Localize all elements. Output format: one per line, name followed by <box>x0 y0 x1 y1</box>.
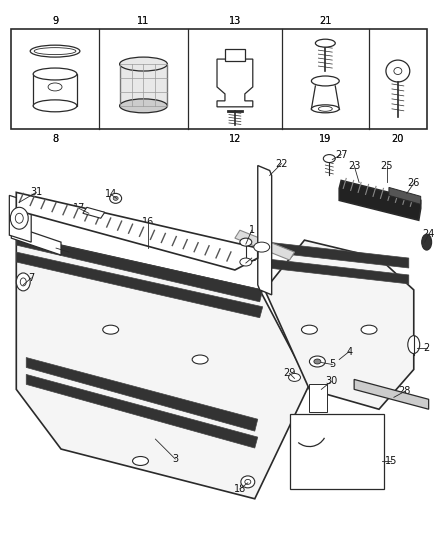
Text: 19: 19 <box>319 134 332 144</box>
Text: 18: 18 <box>234 484 246 494</box>
Text: 20: 20 <box>392 134 404 144</box>
Ellipse shape <box>245 479 251 484</box>
Ellipse shape <box>34 47 76 54</box>
Ellipse shape <box>33 100 77 112</box>
Ellipse shape <box>120 99 167 113</box>
Ellipse shape <box>422 234 431 250</box>
Ellipse shape <box>103 325 119 334</box>
Text: 31: 31 <box>30 188 42 197</box>
Text: 6: 6 <box>66 247 72 257</box>
Polygon shape <box>339 181 421 220</box>
Polygon shape <box>235 230 294 260</box>
Text: 4: 4 <box>346 346 352 357</box>
Text: 9: 9 <box>52 17 58 26</box>
Bar <box>11 29 427 129</box>
Text: 11: 11 <box>138 17 150 26</box>
Ellipse shape <box>254 242 270 252</box>
Ellipse shape <box>120 57 167 71</box>
Polygon shape <box>83 207 105 218</box>
Ellipse shape <box>361 325 377 334</box>
Text: 16: 16 <box>142 217 155 227</box>
Polygon shape <box>290 414 384 489</box>
Ellipse shape <box>386 60 410 82</box>
Polygon shape <box>11 225 61 255</box>
Text: 21: 21 <box>319 17 332 26</box>
Text: 1: 1 <box>249 225 255 235</box>
Ellipse shape <box>240 258 252 266</box>
Text: 3: 3 <box>172 454 178 464</box>
Ellipse shape <box>48 83 62 91</box>
Text: 11: 11 <box>138 17 150 26</box>
Ellipse shape <box>133 456 148 465</box>
Text: 17: 17 <box>73 203 85 213</box>
Text: 29: 29 <box>283 368 296 378</box>
Text: 5: 5 <box>329 359 336 369</box>
Bar <box>309 384 327 412</box>
Polygon shape <box>16 252 263 318</box>
Ellipse shape <box>11 207 28 229</box>
Ellipse shape <box>301 325 318 334</box>
Polygon shape <box>389 188 421 204</box>
Text: 9: 9 <box>52 17 58 26</box>
Ellipse shape <box>318 107 332 111</box>
Text: 24: 24 <box>423 229 435 239</box>
Text: 26: 26 <box>408 179 420 189</box>
Polygon shape <box>26 358 258 431</box>
Text: 22: 22 <box>276 158 288 168</box>
Ellipse shape <box>30 45 80 57</box>
Text: 8: 8 <box>52 134 58 144</box>
Polygon shape <box>268 242 409 268</box>
Polygon shape <box>16 192 258 270</box>
Ellipse shape <box>311 76 339 86</box>
Ellipse shape <box>16 273 30 291</box>
Ellipse shape <box>20 278 26 286</box>
Ellipse shape <box>315 39 335 47</box>
Polygon shape <box>16 235 263 302</box>
Polygon shape <box>265 240 414 409</box>
Text: 2: 2 <box>424 343 430 352</box>
Text: 14: 14 <box>105 189 117 199</box>
Polygon shape <box>354 379 429 409</box>
Ellipse shape <box>314 359 321 364</box>
Text: 7: 7 <box>28 273 34 283</box>
Polygon shape <box>16 235 309 499</box>
Polygon shape <box>9 196 31 242</box>
Polygon shape <box>268 259 409 284</box>
Text: 25: 25 <box>381 160 393 171</box>
Bar <box>120 64 167 106</box>
Ellipse shape <box>240 238 252 246</box>
Text: 15: 15 <box>385 456 397 466</box>
Ellipse shape <box>394 68 402 75</box>
Ellipse shape <box>192 355 208 364</box>
Text: 8: 8 <box>52 134 58 144</box>
Ellipse shape <box>241 476 255 488</box>
Ellipse shape <box>309 356 325 367</box>
Ellipse shape <box>289 374 300 382</box>
Ellipse shape <box>323 155 335 163</box>
Text: 12: 12 <box>229 134 241 144</box>
Text: 10: 10 <box>246 253 258 263</box>
Text: 20: 20 <box>392 134 404 144</box>
Text: 19: 19 <box>319 134 332 144</box>
Ellipse shape <box>113 196 118 200</box>
Text: 12: 12 <box>229 134 241 144</box>
Text: 21: 21 <box>319 17 332 26</box>
Text: 28: 28 <box>399 386 411 397</box>
Text: 27: 27 <box>335 150 347 159</box>
Ellipse shape <box>311 105 339 113</box>
Ellipse shape <box>33 68 77 80</box>
Text: 23: 23 <box>348 160 360 171</box>
Polygon shape <box>217 59 253 107</box>
Ellipse shape <box>15 213 23 223</box>
Polygon shape <box>258 166 272 295</box>
Text: 13: 13 <box>229 17 241 26</box>
Text: 13: 13 <box>229 17 241 26</box>
Ellipse shape <box>408 336 420 353</box>
Bar <box>225 49 245 61</box>
Text: 30: 30 <box>325 376 337 386</box>
Polygon shape <box>26 375 258 448</box>
Ellipse shape <box>110 193 122 203</box>
Bar <box>33 74 77 106</box>
